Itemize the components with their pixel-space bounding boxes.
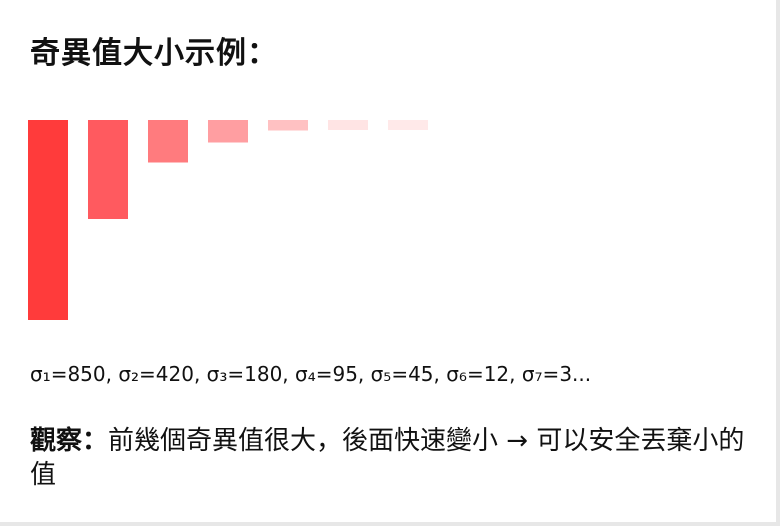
page-title: 奇異值大小示例：	[30, 36, 278, 71]
singular-value-bar-chart	[28, 120, 428, 320]
singular-values-summary: σ₁=850, σ₂=420, σ₃=180, σ₄=95, σ₅=45, σ₆…	[30, 362, 592, 386]
singular-value-bar-1	[28, 120, 68, 320]
observation-text: 前幾個奇異值很大，後面快速變小 → 可以安全丟棄小的值	[30, 426, 745, 490]
singular-value-bar-3	[148, 120, 188, 163]
singular-value-bar-5	[268, 120, 308, 131]
singular-value-bar-6	[328, 120, 368, 130]
singular-value-bar-4	[208, 120, 248, 143]
observation-note: 觀察：前幾個奇異值很大，後面快速變小 → 可以安全丟棄小的值	[30, 424, 750, 492]
singular-value-bar-2	[88, 120, 128, 219]
observation-label: 觀察：	[30, 426, 109, 456]
singular-value-bar-7	[388, 120, 428, 130]
